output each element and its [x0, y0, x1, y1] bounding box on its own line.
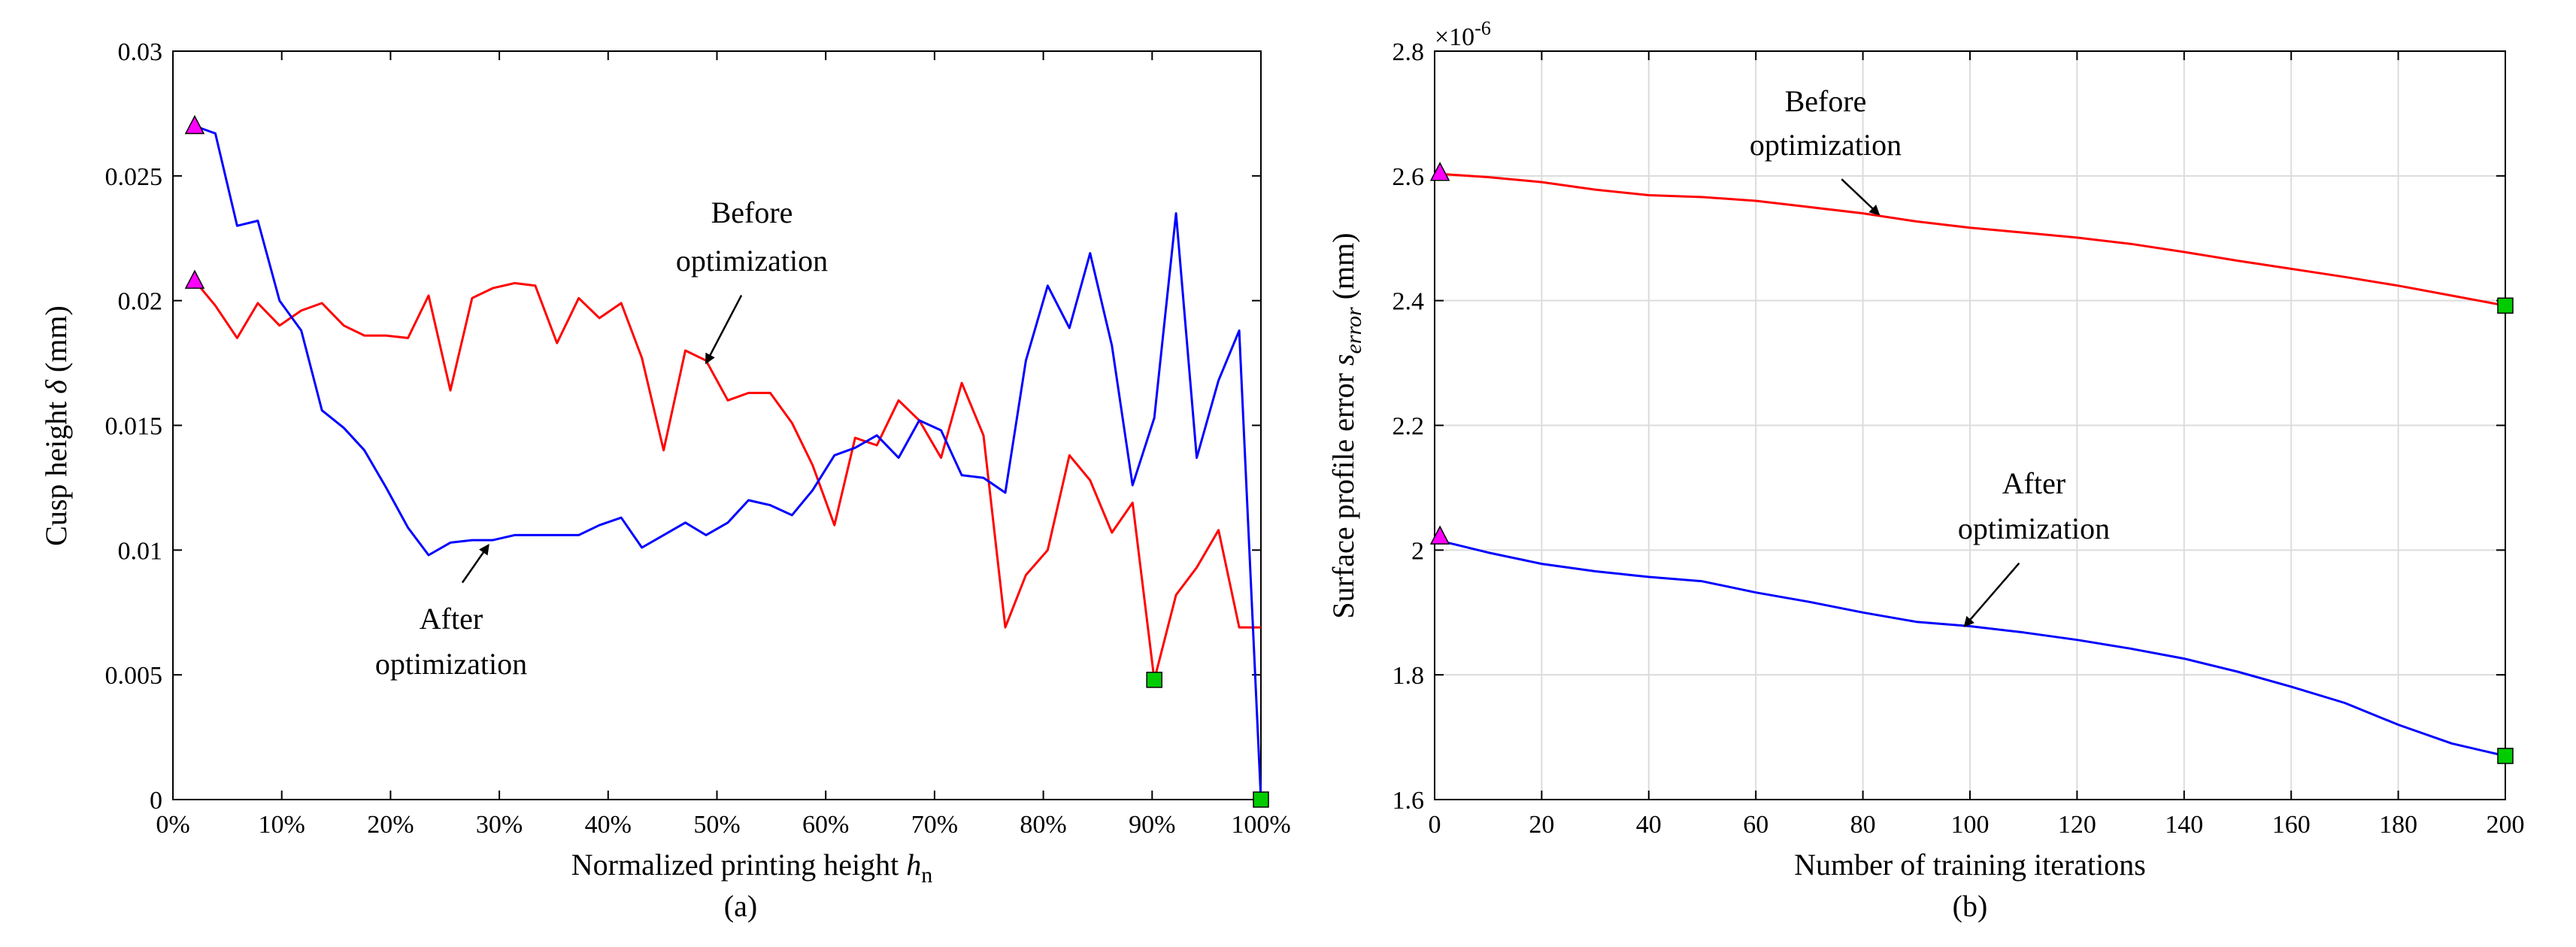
panel-label-b: (b) — [1953, 889, 1988, 923]
x-tick-label: 20% — [367, 811, 414, 839]
x-tick-label: 100 — [1951, 811, 1990, 839]
y-tick-label: 0 — [150, 787, 162, 815]
x-tick-label: 70% — [911, 811, 958, 839]
end-marker-square — [2497, 297, 2514, 314]
end-marker-square — [1146, 672, 1162, 688]
annotation-before-line2-a: optimization — [676, 244, 828, 278]
y-tick-label: 0.03 — [118, 38, 163, 66]
y-tick-label: 0.015 — [105, 413, 163, 441]
annotation-arrow — [1841, 178, 1880, 216]
annotation-before-line1-b: Before — [1785, 84, 1867, 118]
annotation-after-line1-a: After — [420, 602, 483, 636]
x-tick-label: 40 — [1636, 811, 1662, 839]
plot-frame-a — [172, 50, 1262, 800]
x-tick-label: 40% — [585, 811, 632, 839]
y-tick-label: 2.8 — [1393, 38, 1425, 66]
y-tick-label: 0.01 — [118, 537, 163, 565]
x-tick-label: 60% — [802, 811, 849, 839]
x-tick-label: 20 — [1529, 811, 1554, 839]
series-line-after — [194, 125, 1262, 800]
start-marker-triangle — [1429, 162, 1450, 181]
y-tick-label: 0.005 — [105, 662, 163, 690]
y-tick-label: 2.4 — [1393, 288, 1425, 316]
panel-label-a: (a) — [724, 889, 757, 923]
x-tick-label: 200 — [2487, 811, 2525, 839]
annotation-arrow — [1963, 562, 2020, 628]
annotation-before-line1-a: Before — [711, 196, 793, 229]
y-tick-label: 2.2 — [1393, 413, 1425, 441]
y-tick-label: 0.025 — [105, 163, 163, 191]
x-tick-label: 10% — [259, 811, 305, 839]
y-tick-label: 0.02 — [118, 288, 163, 316]
annotation-after-line2-a: optimization — [375, 647, 527, 681]
x-tick-label: 80% — [1020, 811, 1066, 839]
x-tick-label: 50% — [693, 811, 740, 839]
x-tick-label: 0% — [156, 811, 189, 839]
x-axis-label-b: Number of training iterations — [1794, 848, 2146, 882]
x-tick-label: 120 — [2058, 811, 2096, 839]
series-line-before — [1440, 172, 2506, 307]
x-tick-label: 140 — [2165, 811, 2203, 839]
end-marker-square — [1253, 791, 1269, 808]
start-marker-triangle — [184, 269, 205, 289]
series-line-before — [193, 280, 1261, 681]
exponent-label-b: ×10-6 — [1435, 17, 1491, 51]
annotation-arrow — [461, 544, 489, 584]
x-tick-label: 80 — [1850, 811, 1876, 839]
end-marker-square — [2497, 748, 2514, 764]
y-tick-label: 2 — [1411, 537, 1424, 565]
series-line-after — [1439, 539, 2506, 757]
annotation-after-line2-b: optimization — [1958, 511, 2110, 545]
x-axis-label-a: Normalized printing height hn — [571, 848, 932, 888]
y-axis-label-a: Cusp height δ (mm) — [39, 305, 73, 546]
chart-panel-b: 1.6 1.8 2 2.2 2.4 2.6 2.8 0 20 40 60 80 100 120 140 16… — [1326, 17, 2525, 923]
x-tick-label: 60 — [1743, 811, 1768, 839]
annotation-arrow — [705, 295, 743, 365]
y-tick-label: 1.6 — [1393, 787, 1425, 815]
annotation-after-line1-b: After — [2002, 466, 2065, 500]
y-axis-label-b: Surface profile error serror (mm) — [1326, 232, 1366, 618]
x-tick-label: 0 — [1429, 811, 1441, 839]
start-marker-triangle — [184, 114, 205, 135]
x-tick-label: 90% — [1129, 811, 1175, 839]
x-tick-label: 160 — [2272, 811, 2311, 839]
y-tick-label: 2.6 — [1393, 163, 1425, 191]
y-tick-label: 1.8 — [1393, 662, 1425, 690]
x-tick-label: 100% — [1231, 811, 1290, 839]
start-marker-triangle — [1429, 525, 1450, 545]
x-tick-label: 180 — [2379, 811, 2417, 839]
chart-panel-a: 0 0.005 0.01 0.015 0.02 0.025 0.03 0% 10% 20% 30%… — [39, 38, 1291, 923]
x-tick-label: 30% — [476, 811, 523, 839]
annotation-before-line2-b: optimization — [1750, 128, 1902, 162]
